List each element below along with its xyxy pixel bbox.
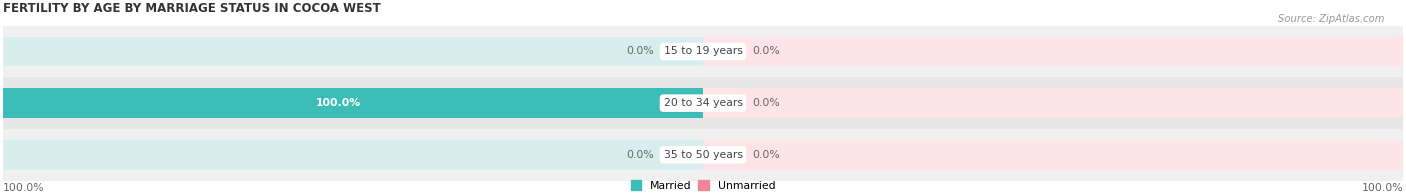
Bar [703,88,1403,118]
Text: 100.0%: 100.0% [1361,183,1403,193]
Legend: Married, Unmarried: Married, Unmarried [631,180,775,191]
Text: 35 to 50 years: 35 to 50 years [664,150,742,160]
Text: 20 to 34 years: 20 to 34 years [664,98,742,108]
Text: 0.0%: 0.0% [752,150,780,160]
Text: 0.0%: 0.0% [626,150,654,160]
Text: 0.0%: 0.0% [752,46,780,56]
Bar [3,36,703,66]
Text: 15 to 19 years: 15 to 19 years [664,46,742,56]
Text: 100.0%: 100.0% [316,98,361,108]
Bar [703,140,1403,170]
Text: 100.0%: 100.0% [3,183,45,193]
Text: Source: ZipAtlas.com: Source: ZipAtlas.com [1278,14,1385,24]
Bar [3,77,1403,129]
Bar [3,140,703,170]
Bar [3,88,703,118]
Text: 0.0%: 0.0% [752,98,780,108]
Bar [3,26,1403,77]
Bar [3,129,1403,181]
Bar [703,36,1403,66]
Bar [3,88,703,118]
Text: FERTILITY BY AGE BY MARRIAGE STATUS IN COCOA WEST: FERTILITY BY AGE BY MARRIAGE STATUS IN C… [3,2,381,15]
Text: 0.0%: 0.0% [626,46,654,56]
